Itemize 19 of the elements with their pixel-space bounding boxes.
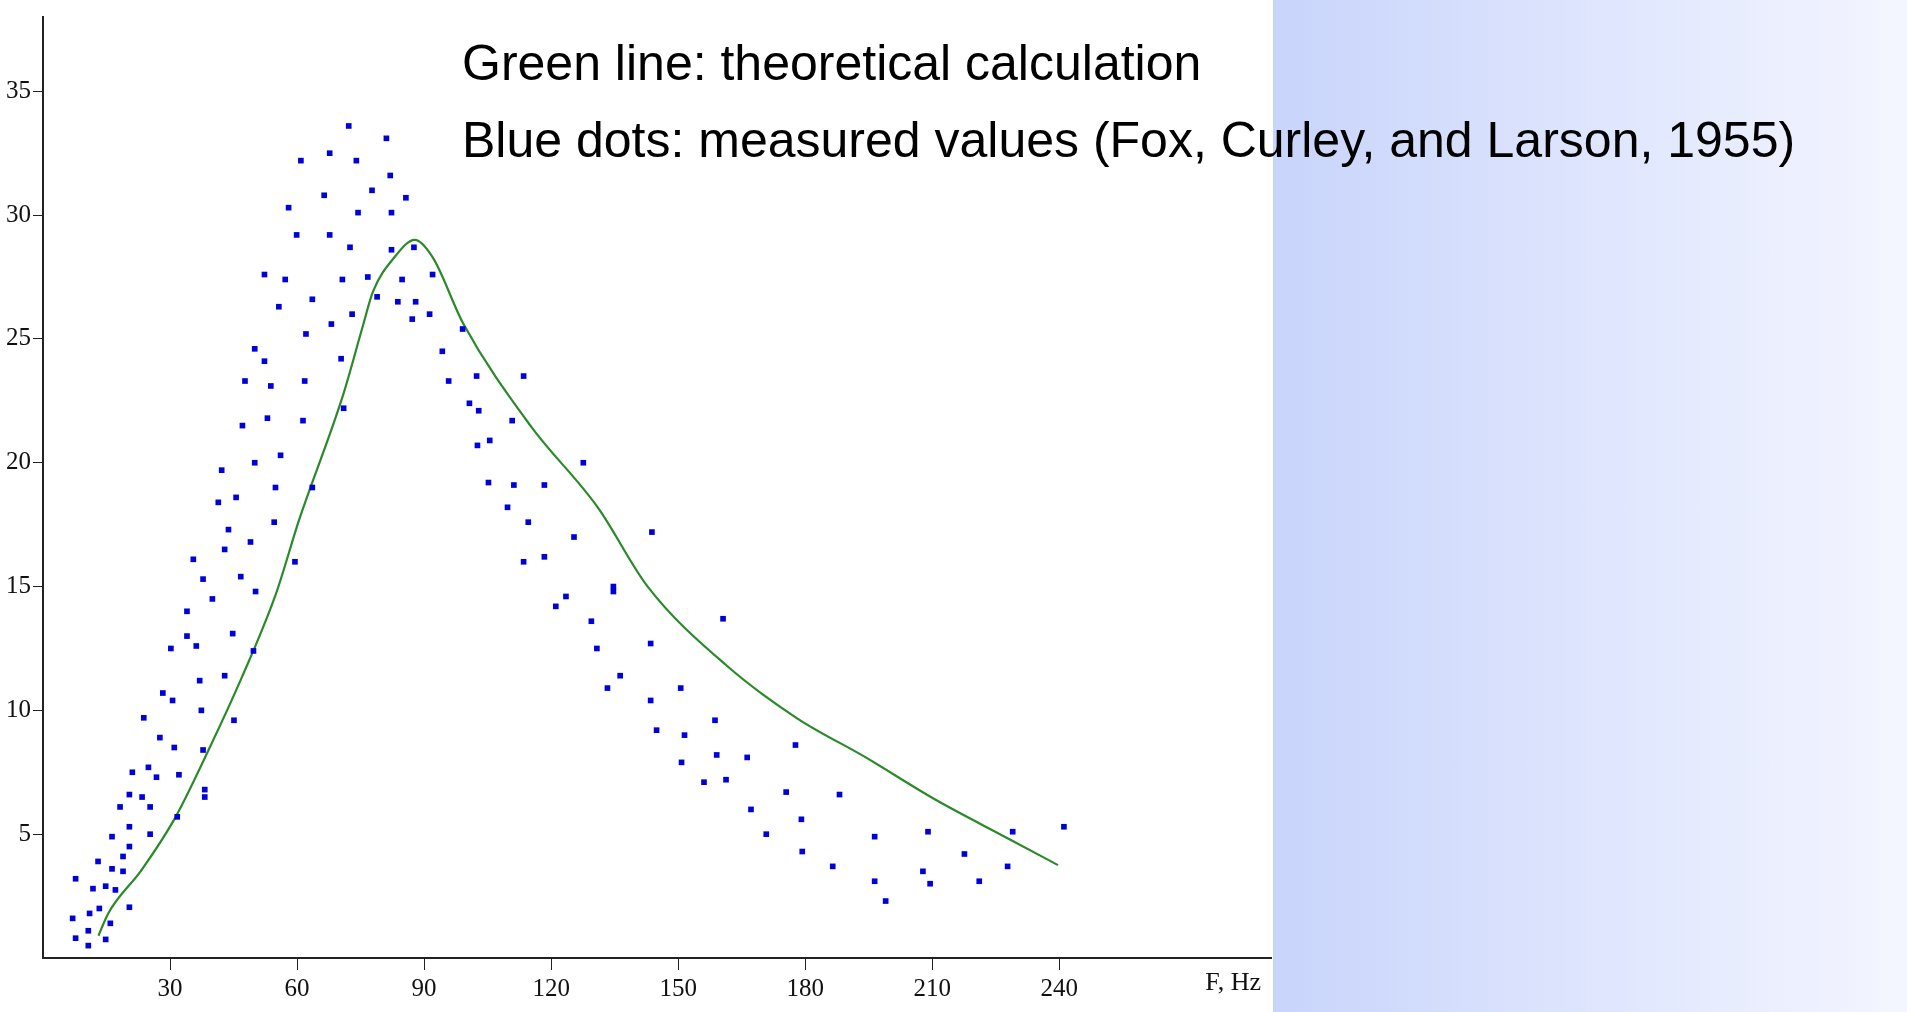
annotation: Blue dots: measured values (Fox, Curley, and Larson, 1955) <box>462 112 1796 168</box>
x-tick-label: 240 <box>1040 973 1079 1001</box>
x-axis-title: F, Hz <box>1205 966 1261 996</box>
x-tick-label: 90 <box>411 973 437 1001</box>
y-tick-label: 25 <box>6 323 31 351</box>
x-tick-label: 210 <box>913 973 951 1001</box>
y-tick-label: 30 <box>6 199 31 227</box>
y-tick-label: 35 <box>6 75 31 103</box>
y-tick-label: 5 <box>18 818 31 846</box>
y-tick-label: 20 <box>6 447 31 475</box>
x-tick-label: 60 <box>284 973 310 1001</box>
line-series <box>97 238 1060 937</box>
y-tick-label: 15 <box>6 571 31 599</box>
x-tick-label: 180 <box>786 973 824 1001</box>
x-tick-label: 150 <box>659 973 697 1001</box>
y-tick-label: 10 <box>6 694 31 722</box>
x-tick-label: 120 <box>532 973 570 1001</box>
annotation: Green line: theoretical calculation <box>462 35 1202 91</box>
x-tick-label: 30 <box>157 973 183 1001</box>
